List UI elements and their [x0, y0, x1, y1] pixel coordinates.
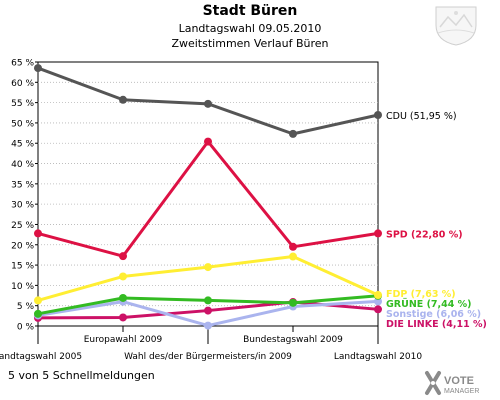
- x-tick-label: Wahl des/der Bürgermeisters/in 2009: [124, 352, 292, 362]
- data-point-cdu: [34, 64, 42, 73]
- series-label-fdp: FDP (7,63 %): [386, 289, 456, 300]
- y-tick-label: 20 %: [11, 241, 34, 251]
- data-point-cdu: [204, 99, 212, 108]
- data-point-gr-ne: [204, 296, 212, 305]
- y-tick-label: 5 %: [17, 302, 35, 312]
- data-point-spd: [374, 229, 382, 238]
- data-point-fdp: [289, 252, 297, 261]
- chart-subtitle-election: Landtagswahl 09.05.2010: [178, 22, 322, 35]
- series-label-spd: SPD (22,80 %): [386, 229, 463, 240]
- data-point-die-linke: [119, 313, 127, 322]
- series-label-gr-ne: GRÜNE (7,44 %): [386, 299, 472, 310]
- y-tick-label: 60 %: [11, 79, 34, 89]
- series-label-die-linke: DIE LINKE (4,11 %): [386, 319, 487, 330]
- report-status-note: 5 von 5 Schnellmeldungen: [8, 369, 155, 382]
- data-point-gr-ne: [34, 309, 42, 318]
- y-tick-label: 10 %: [11, 282, 34, 292]
- series-label-cdu: CDU (51,95 %): [386, 111, 457, 122]
- y-tick-label: 0 %: [17, 323, 35, 333]
- y-tick-label: 45 %: [11, 140, 34, 150]
- vote-manager-logo: VOTE MANAGER: [425, 371, 479, 395]
- logo-text-vote: VOTE: [444, 375, 474, 387]
- data-point-cdu: [374, 111, 382, 120]
- data-point-cdu: [119, 95, 127, 104]
- data-point-fdp: [204, 263, 212, 272]
- y-tick-label: 55 %: [11, 99, 34, 109]
- y-tick-label: 15 %: [11, 262, 34, 272]
- data-point-die-linke: [204, 306, 212, 315]
- y-tick-label: 30 %: [11, 201, 34, 211]
- series-label-sonstige: Sonstige (6,06 %): [386, 309, 481, 320]
- data-point-gr-ne: [119, 293, 127, 302]
- y-tick-label: 25 %: [11, 221, 34, 231]
- y-tick-label: 65 %: [11, 59, 34, 69]
- x-tick-label: Landtagswahl 2010: [334, 352, 423, 362]
- data-point-spd: [34, 229, 42, 238]
- y-tick-label: 35 %: [11, 180, 34, 190]
- data-point-spd: [119, 252, 127, 261]
- y-tick-label: 40 %: [11, 160, 34, 170]
- chart-title: Stadt Büren: [202, 3, 298, 19]
- x-tick-label: Landtagswahl 2005: [0, 352, 82, 362]
- data-point-spd: [204, 137, 212, 146]
- data-point-sonstige: [374, 297, 382, 306]
- data-point-cdu: [289, 129, 297, 138]
- data-point-die-linke: [374, 305, 382, 314]
- data-point-fdp: [119, 272, 127, 281]
- data-point-fdp: [374, 291, 382, 300]
- data-point-spd: [289, 242, 297, 251]
- x-tick-label: Europawahl 2009: [84, 335, 163, 345]
- x-tick-label: Bundestagswahl 2009: [243, 335, 343, 345]
- data-point-sonstige: [204, 321, 212, 330]
- data-point-gr-ne: [289, 298, 297, 307]
- chart-subtitle-description: Zweitstimmen Verlauf Büren: [171, 37, 329, 50]
- y-tick-label: 50 %: [11, 119, 34, 129]
- data-point-fdp: [34, 296, 42, 305]
- logo-text-manager: MANAGER: [444, 388, 479, 395]
- coat-of-arms-icon: [435, 6, 477, 46]
